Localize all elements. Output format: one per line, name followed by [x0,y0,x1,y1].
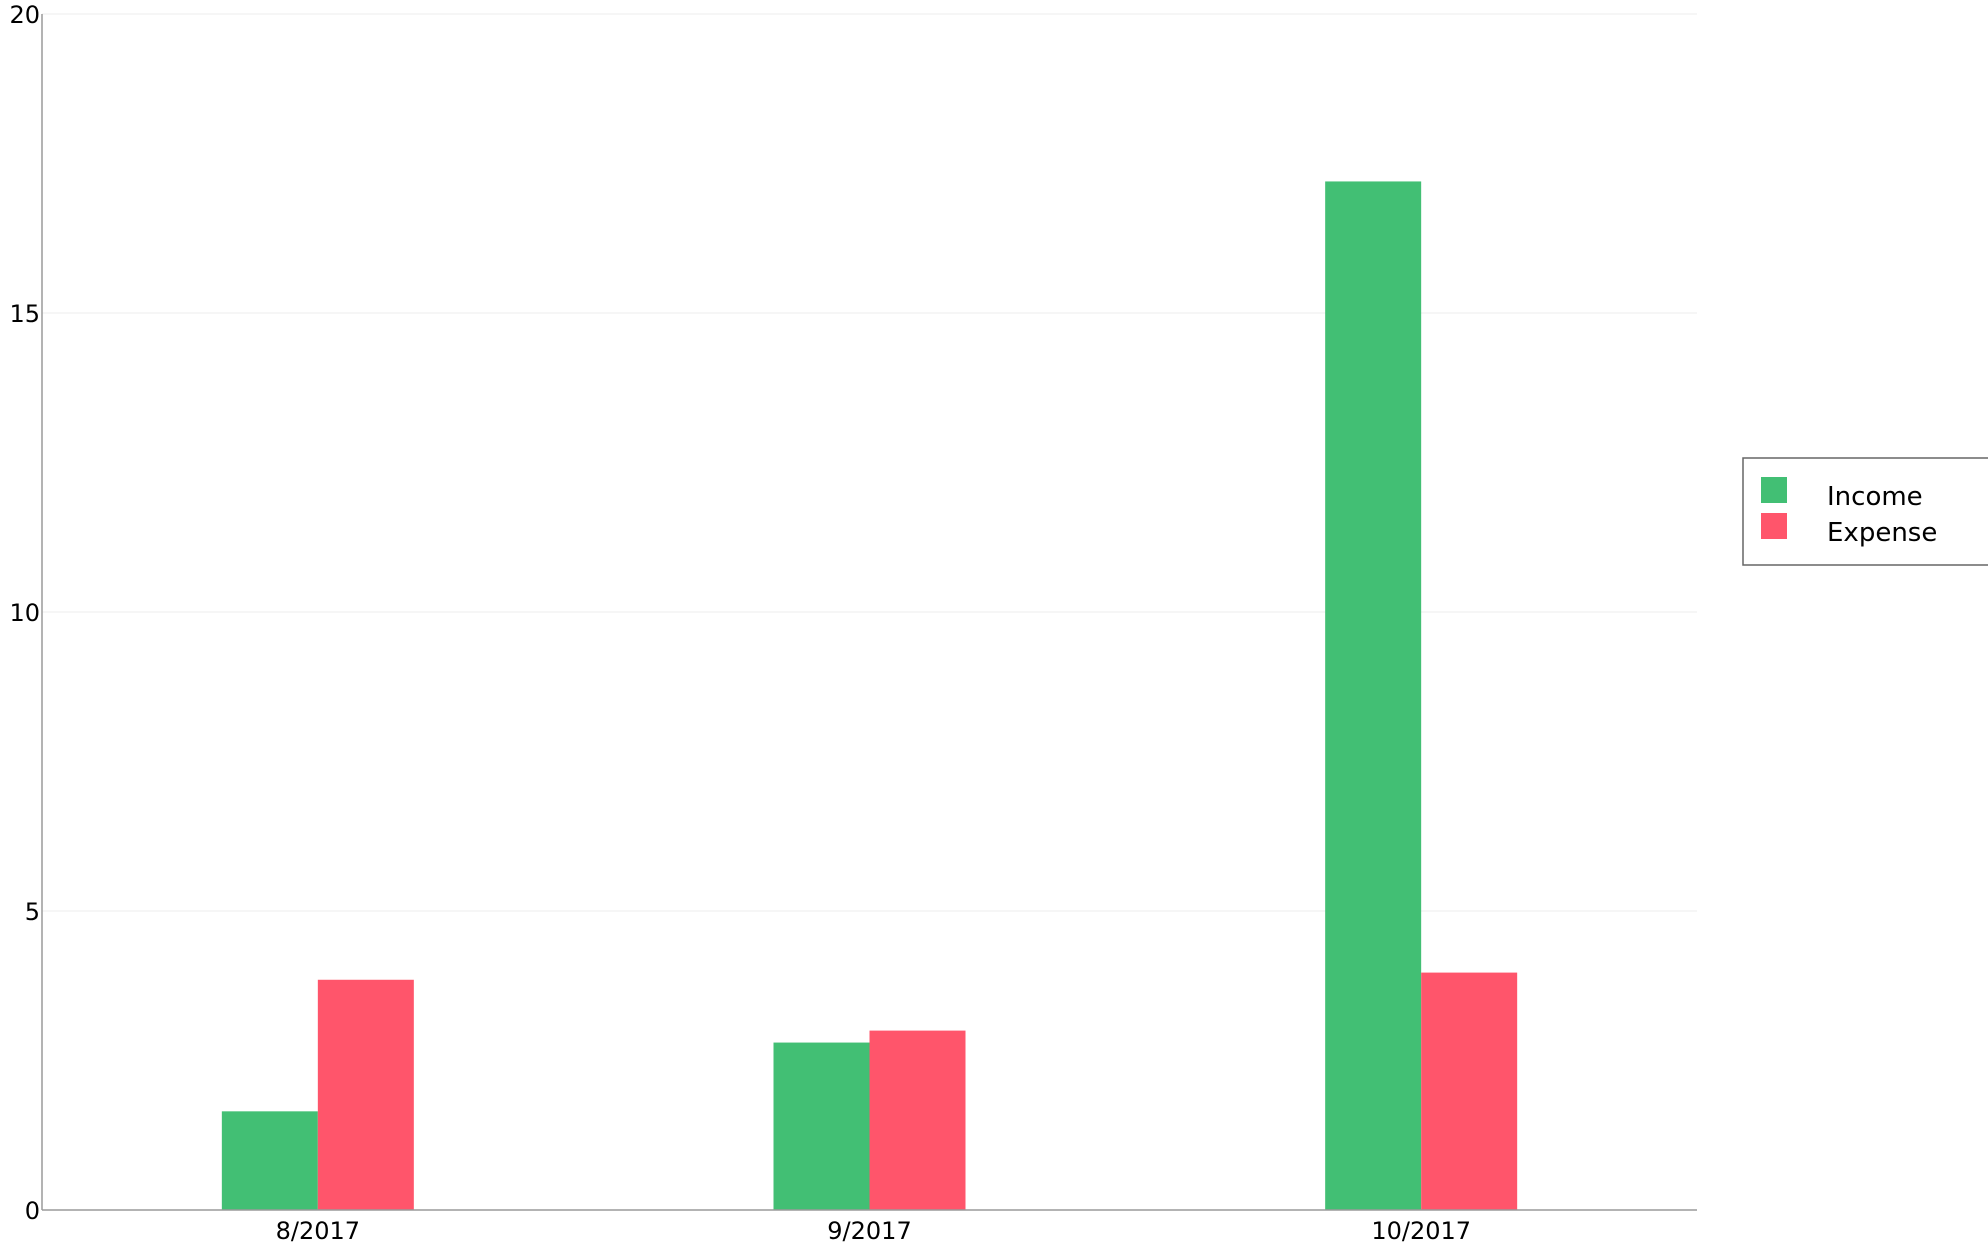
y-tick-label: 5 [25,898,40,926]
bar-income-9-2017 [773,1042,870,1210]
legend-label-income: Income [1827,482,1923,512]
x-tick-label: 10/2017 [1371,1217,1471,1245]
y-tick-label: 20 [9,1,40,29]
gridlines [42,13,1697,912]
legend-box [1742,457,1988,566]
legend-swatch-income [1761,477,1787,503]
legend: Income Expense [1742,457,1988,566]
x-tick-label: 9/2017 [827,1217,911,1245]
y-tick-label: 0 [25,1197,40,1225]
y-tick-label: 10 [9,599,40,627]
bar-expense-8-2017 [317,979,414,1210]
legend-swatch-expense [1761,513,1787,539]
bar-income-8-2017 [221,1111,318,1210]
x-axis-ticks: 8/2017 9/2017 10/2017 [276,1217,1471,1245]
y-tick-label: 15 [9,300,40,328]
bar-expense-9-2017 [869,1030,966,1210]
legend-label-expense: Expense [1827,518,1937,548]
y-axis-ticks: 0 5 10 15 20 [9,1,40,1225]
bars [221,181,1518,1211]
x-tick-label: 8/2017 [276,1217,360,1245]
bar-income-10-2017 [1325,181,1422,1211]
bar-expense-10-2017 [1421,972,1518,1210]
